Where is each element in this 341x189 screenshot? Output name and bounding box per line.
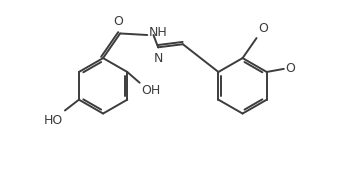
- Text: O: O: [114, 15, 123, 28]
- Text: NH: NH: [149, 26, 167, 39]
- Text: O: O: [258, 22, 268, 35]
- Text: HO: HO: [44, 114, 63, 127]
- Text: OH: OH: [141, 84, 160, 97]
- Text: N: N: [154, 52, 164, 65]
- Text: O: O: [285, 62, 295, 75]
